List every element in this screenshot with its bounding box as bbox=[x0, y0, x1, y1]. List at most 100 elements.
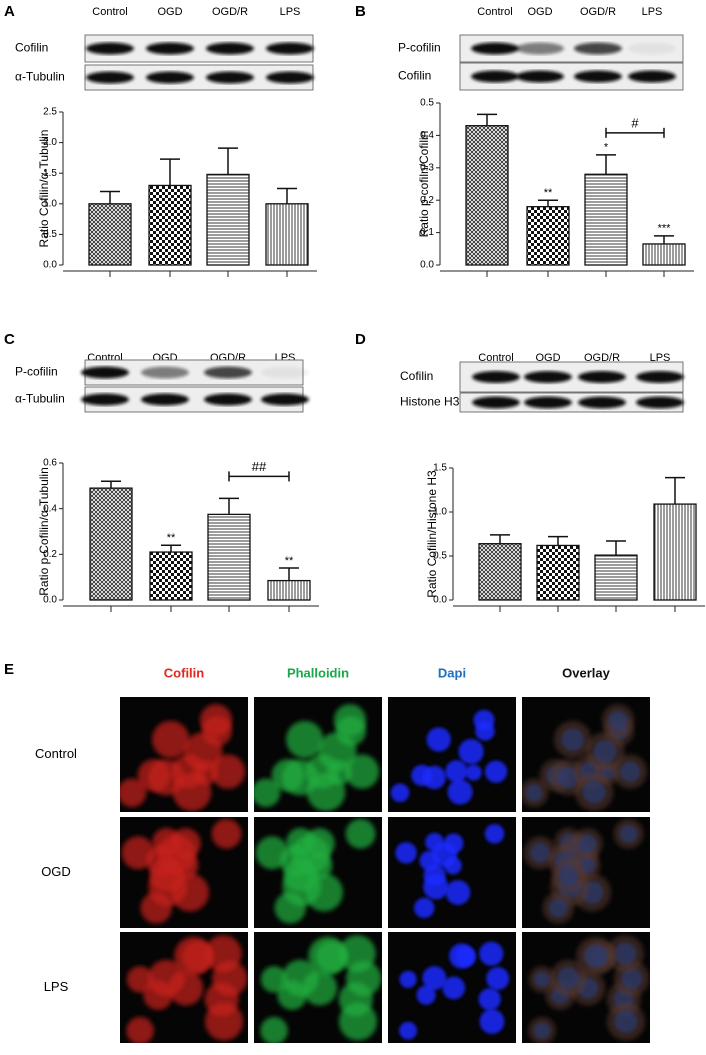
blot-band bbox=[628, 70, 676, 83]
micrograph bbox=[120, 697, 248, 812]
cell bbox=[183, 732, 223, 771]
micrograph bbox=[522, 932, 650, 1043]
nucleus bbox=[584, 944, 608, 968]
significance-label: ** bbox=[285, 555, 294, 567]
y-tick-label: 1.5 bbox=[433, 463, 447, 474]
cell bbox=[274, 892, 306, 924]
lane-label: OGD bbox=[527, 6, 552, 18]
cell bbox=[204, 935, 242, 973]
cell bbox=[260, 1016, 288, 1043]
lane-label: LPS bbox=[642, 6, 663, 18]
blot-band bbox=[524, 371, 572, 383]
blot-row-label: α-Tubulin bbox=[15, 392, 65, 406]
cells bbox=[528, 935, 650, 1043]
lane-label: OGD/R bbox=[580, 6, 616, 18]
nucleus bbox=[426, 727, 451, 752]
y-axis-label: Ratio Cofilin/Histone H3 bbox=[425, 470, 439, 598]
y-tick-label: 0.4 bbox=[43, 503, 57, 514]
nucleus bbox=[525, 784, 543, 802]
blot-band bbox=[516, 42, 564, 55]
blot-row-label: Cofilin bbox=[15, 41, 48, 55]
lane-label: OGD bbox=[535, 352, 560, 364]
lane-label: OGD bbox=[157, 6, 182, 18]
panel-letter: E bbox=[4, 661, 14, 678]
bar bbox=[653, 503, 697, 601]
nucleus bbox=[422, 966, 447, 990]
bar bbox=[478, 543, 522, 601]
nucleus bbox=[449, 943, 475, 969]
nucleus bbox=[399, 1021, 418, 1040]
lane-label: Control bbox=[92, 6, 127, 18]
bar bbox=[642, 243, 686, 266]
y-tick-label: 0.0 bbox=[43, 260, 57, 271]
cells bbox=[126, 935, 248, 1043]
nucleus bbox=[479, 941, 504, 966]
row-label: LPS bbox=[44, 979, 69, 994]
blot-band bbox=[146, 71, 194, 84]
cell bbox=[211, 818, 242, 849]
y-axis-label: Ratio p-cofiln/Cofilin bbox=[417, 131, 431, 238]
cell bbox=[140, 892, 172, 924]
cell bbox=[148, 959, 185, 997]
y-tick-label: 0.5 bbox=[420, 98, 434, 109]
blot-band bbox=[261, 366, 309, 379]
nucleus bbox=[479, 1009, 505, 1034]
y-axis-label: Ratio p-Cofilin/α-Tubulin bbox=[37, 467, 51, 596]
cells bbox=[522, 704, 648, 812]
nucleus bbox=[445, 760, 468, 783]
y-tick-label: 1.5 bbox=[43, 168, 57, 179]
blot-band bbox=[81, 366, 129, 379]
channel-label: Overlay bbox=[562, 665, 610, 680]
y-tick-label: 0.4 bbox=[420, 130, 434, 141]
nucleus bbox=[557, 967, 580, 990]
y-tick-label: 1.0 bbox=[43, 198, 57, 209]
cell bbox=[344, 754, 380, 789]
bar bbox=[149, 551, 193, 601]
blot-band bbox=[636, 371, 684, 383]
y-tick-label: 0.5 bbox=[433, 551, 447, 562]
micrograph bbox=[120, 932, 248, 1043]
cells bbox=[390, 709, 508, 805]
cell bbox=[260, 966, 288, 993]
blot-row-label: Histone H3 bbox=[400, 395, 460, 409]
cell bbox=[338, 1002, 378, 1041]
cell bbox=[120, 778, 147, 808]
bar bbox=[265, 203, 309, 266]
blot-band bbox=[266, 71, 314, 84]
channel-label: Cofilin bbox=[164, 665, 204, 680]
cells bbox=[254, 704, 380, 812]
cell bbox=[345, 818, 376, 849]
nucleus bbox=[534, 971, 551, 988]
lane-label: LPS bbox=[280, 6, 301, 18]
cell bbox=[210, 754, 246, 789]
micrograph bbox=[254, 817, 382, 928]
cell bbox=[149, 858, 184, 893]
cells bbox=[260, 935, 382, 1043]
nucleus bbox=[558, 865, 579, 886]
y-tick-label: 0.2 bbox=[43, 549, 57, 560]
micrograph bbox=[254, 932, 382, 1043]
bar bbox=[536, 544, 580, 601]
bar bbox=[465, 125, 509, 266]
significance-label: ** bbox=[544, 187, 553, 199]
blot-band bbox=[524, 396, 572, 409]
nucleus bbox=[619, 761, 641, 782]
y-tick-label: 0.0 bbox=[43, 595, 57, 606]
blot-band bbox=[86, 71, 134, 84]
channel-label: Phalloidin bbox=[287, 665, 349, 680]
bar bbox=[206, 173, 250, 266]
nucleus bbox=[395, 842, 417, 864]
lane-label: Control bbox=[478, 352, 513, 364]
bracket-label: ## bbox=[252, 459, 267, 474]
nucleus bbox=[619, 824, 638, 843]
bar bbox=[88, 203, 132, 266]
micrograph bbox=[254, 697, 382, 812]
y-tick-label: 0.5 bbox=[43, 229, 57, 240]
cells bbox=[395, 824, 505, 919]
blot-band bbox=[141, 393, 189, 406]
nucleus bbox=[473, 709, 495, 731]
channel-label: Dapi bbox=[438, 665, 466, 680]
bar bbox=[207, 513, 251, 601]
cells bbox=[121, 818, 242, 924]
cell bbox=[306, 772, 346, 812]
